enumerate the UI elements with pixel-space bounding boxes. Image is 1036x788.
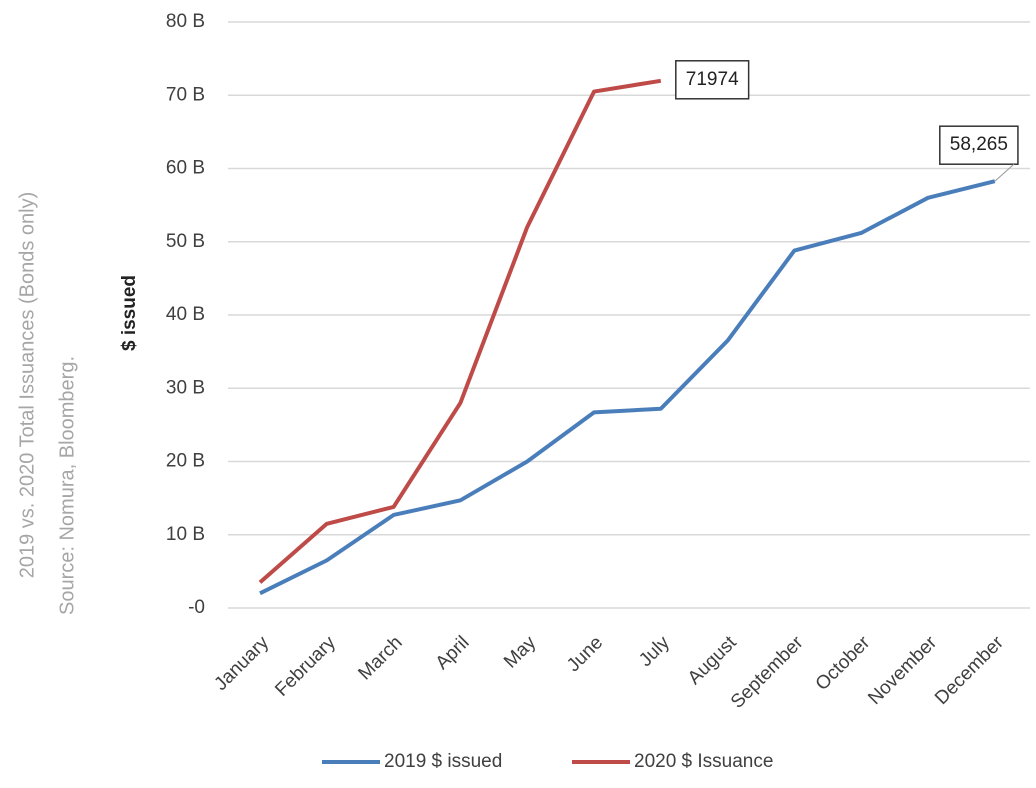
legend-label: 2020 $ Issuance (634, 751, 773, 772)
x-tick-label: February (271, 632, 340, 701)
y-tick-label: 40 B (166, 304, 205, 325)
chart-title: 2019 vs. 2020 Total Issuances (Bonds onl… (16, 192, 38, 579)
legend-label: 2019 $ issued (384, 751, 502, 772)
y-tick-label: 70 B (166, 84, 205, 105)
x-tick-label: September (727, 632, 808, 713)
y-axis-label: $ issued (119, 275, 140, 351)
y-tick-label: 30 B (166, 377, 205, 398)
y-tick-label: 80 B (166, 11, 205, 32)
x-tick-label: June (563, 632, 607, 676)
data-label: 58,265 (950, 134, 1008, 155)
y-tick-label: -0 (188, 597, 205, 618)
y-tick-label: 60 B (166, 158, 205, 179)
data-label-box (939, 125, 1019, 165)
x-tick-label: August (684, 632, 741, 689)
x-tick-label: October (812, 632, 875, 695)
data-label: 71974 (686, 69, 739, 90)
x-tick-label: April (432, 632, 474, 674)
source-note: Source: Nomura, Bloomberg. (56, 356, 78, 615)
x-tick-label: January (210, 632, 273, 695)
x-tick-label: July (635, 632, 674, 671)
series-line (259, 179, 996, 596)
series-line (258, 78, 662, 584)
y-tick-label: 10 B (166, 524, 205, 545)
x-tick-label: November (864, 632, 941, 709)
y-tick-label: 20 B (166, 451, 205, 472)
x-tick-label: March (354, 632, 406, 684)
data-label-box (675, 60, 750, 100)
leader-line (994, 163, 1015, 182)
y-tick-label: 50 B (166, 231, 205, 252)
x-tick-label: May (500, 632, 541, 673)
x-tick-label: December (931, 632, 1008, 709)
